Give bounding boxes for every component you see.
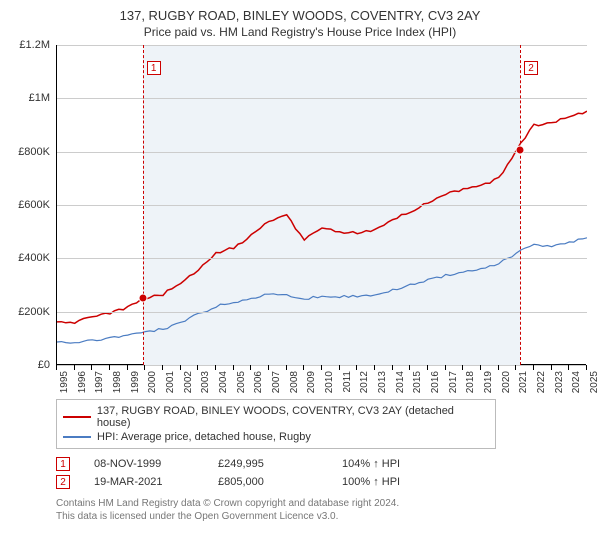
gridline (57, 45, 587, 46)
event-date: 08-NOV-1999 (94, 458, 194, 470)
y-tick-label: £200K (18, 306, 50, 318)
x-tick-label: 2009 (306, 371, 317, 393)
x-tick-label: 2013 (377, 371, 388, 393)
y-tick-label: £400K (18, 252, 50, 264)
legend-swatch-hpi (63, 436, 91, 438)
x-axis: 1995 1996 1997 1998 1999 2000 2001 2002 2003 2004… (56, 365, 586, 395)
event-row: 1 08-NOV-1999 £249,995 104% ↑ HPI (56, 455, 590, 473)
page-title: 137, RUGBY ROAD, BINLEY WOODS, COVENTRY,… (10, 8, 590, 23)
chart-area: £0£200K£400K£600K£800K£1M£1.2M 12 199519… (10, 45, 590, 395)
footer-line2: This data is licensed under the Open Gov… (56, 510, 590, 523)
series-line-hpi (57, 238, 587, 343)
x-tick-label: 2019 (483, 371, 494, 393)
x-tick-label: 2004 (218, 371, 229, 393)
x-tick-label: 2012 (359, 371, 370, 393)
x-tick-label: 2005 (236, 371, 247, 393)
x-tick-label: 2020 (501, 371, 512, 393)
x-tick-label: 2014 (395, 371, 406, 393)
x-tick-label: 2006 (253, 371, 264, 393)
price-marker-dot (516, 146, 525, 155)
footer: Contains HM Land Registry data © Crown c… (56, 497, 590, 523)
x-tick-label: 1997 (94, 371, 105, 393)
plot-area: 12 (56, 45, 586, 365)
events-table: 1 08-NOV-1999 £249,995 104% ↑ HPI 2 19-M… (56, 455, 590, 491)
series-line-property (57, 111, 587, 323)
x-tick-label: 2002 (183, 371, 194, 393)
x-tick-label: 2001 (165, 371, 176, 393)
event-marker-box: 1 (147, 61, 161, 75)
event-price: £805,000 (218, 476, 318, 488)
x-tick-label: 1998 (112, 371, 123, 393)
x-tick-label: 2011 (342, 371, 353, 393)
x-tick-label: 2016 (430, 371, 441, 393)
legend-label-hpi: HPI: Average price, detached house, Rugb… (97, 431, 311, 443)
event-marker-2: 2 (56, 475, 70, 489)
event-marker-1: 1 (56, 457, 70, 471)
event-pct: 104% ↑ HPI (342, 458, 442, 470)
event-pct: 100% ↑ HPI (342, 476, 442, 488)
price-marker-dot (138, 294, 147, 303)
x-tick-label: 2008 (289, 371, 300, 393)
page-subtitle: Price paid vs. HM Land Registry's House … (10, 25, 590, 39)
event-line (143, 45, 144, 365)
x-tick-label: 2003 (200, 371, 211, 393)
y-tick-label: £1M (29, 92, 50, 104)
event-row: 2 19-MAR-2021 £805,000 100% ↑ HPI (56, 473, 590, 491)
y-tick-label: £800K (18, 146, 50, 158)
x-tick-label: 2025 (589, 371, 600, 393)
x-tick-label: 1996 (77, 371, 88, 393)
x-tick-label: 2022 (536, 371, 547, 393)
legend-item-hpi: HPI: Average price, detached house, Rugb… (63, 430, 489, 444)
x-tick-label: 2015 (412, 371, 423, 393)
x-tick-label: 2017 (448, 371, 459, 393)
legend: 137, RUGBY ROAD, BINLEY WOODS, COVENTRY,… (56, 399, 496, 449)
event-marker-box: 2 (524, 61, 538, 75)
x-tick-label: 1999 (130, 371, 141, 393)
gridline (57, 152, 587, 153)
y-tick-label: £0 (38, 359, 50, 371)
legend-item-property: 137, RUGBY ROAD, BINLEY WOODS, COVENTRY,… (63, 404, 489, 430)
gridline (57, 205, 587, 206)
x-tick-label: 2021 (518, 371, 529, 393)
y-tick-label: £1.2M (19, 39, 50, 51)
footer-line1: Contains HM Land Registry data © Crown c… (56, 497, 590, 510)
gridline (57, 98, 587, 99)
legend-label-property: 137, RUGBY ROAD, BINLEY WOODS, COVENTRY,… (97, 405, 489, 429)
x-tick-label: 2018 (465, 371, 476, 393)
legend-swatch-property (63, 416, 91, 418)
gridline (57, 258, 587, 259)
y-tick-label: £600K (18, 199, 50, 211)
x-tick-label: 2023 (554, 371, 565, 393)
x-tick-label: 2024 (571, 371, 582, 393)
x-tick-label: 1995 (59, 371, 70, 393)
gridline (57, 312, 587, 313)
y-axis: £0£200K£400K£600K£800K£1M£1.2M (10, 45, 54, 365)
event-date: 19-MAR-2021 (94, 476, 194, 488)
x-tick-label: 2000 (147, 371, 158, 393)
x-tick-label: 2010 (324, 371, 335, 393)
event-price: £249,995 (218, 458, 318, 470)
event-line (520, 45, 521, 365)
x-tick-label: 2007 (271, 371, 282, 393)
